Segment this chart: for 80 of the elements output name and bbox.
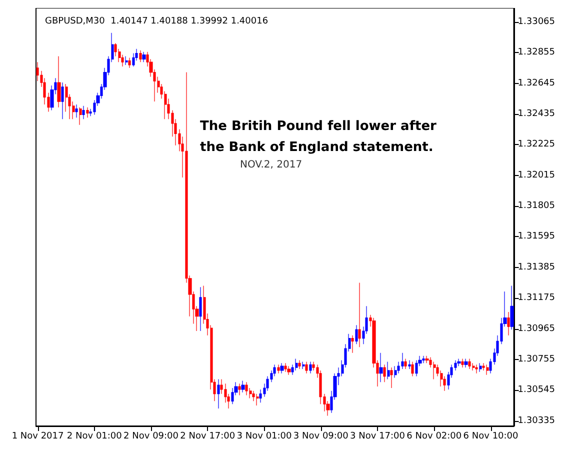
candlestick (394, 366, 397, 378)
candlestick (139, 50, 142, 62)
candlestick (298, 360, 301, 370)
candlestick (86, 107, 89, 118)
candlestick (238, 383, 241, 396)
candlestick (358, 282, 361, 348)
candlestick (199, 286, 202, 332)
candlestick (415, 360, 418, 377)
x-tick-label: 3 Nov 01:00 (236, 432, 292, 442)
candlestick (217, 378, 220, 409)
candlestick (408, 360, 411, 370)
candlestick (280, 362, 284, 374)
candlestick (305, 361, 308, 374)
y-tick-label: 1.31175 (518, 293, 555, 304)
candlestick (82, 106, 85, 120)
candlestick (379, 352, 383, 382)
candlestick (468, 358, 471, 370)
y-tick-label: 1.30965 (518, 324, 555, 334)
candlestick (411, 361, 414, 377)
candlestick (302, 361, 305, 370)
y-tick-label: 1.33065 (518, 16, 555, 27)
candlestick (241, 380, 245, 393)
candlestick (295, 358, 298, 371)
y-tick-label: 1.30545 (518, 385, 555, 396)
annotation: The Britih Pound fell lower after the Bank of England statement. (200, 119, 441, 155)
y-tick-label: 1.32015 (518, 170, 555, 180)
x-tick-label: 6 Nov 10:00 (463, 432, 519, 442)
x-tick-label: 2 Nov 17:00 (180, 432, 236, 442)
x-tick-label: 6 Nov 02:00 (406, 432, 462, 442)
candlestick (387, 361, 390, 380)
candlestick (284, 362, 287, 372)
y-tick-label: 1.32225 (518, 140, 555, 150)
candlestick (390, 367, 393, 388)
candlestick (128, 57, 131, 68)
x-tick-label: 1 Nov 2017 (12, 432, 64, 442)
candlestick (461, 358, 464, 368)
candlestick (486, 364, 489, 376)
candlestick (351, 335, 354, 354)
candlestick (479, 362, 482, 372)
x-tick-label: 2 Nov 09:00 (124, 432, 179, 442)
candlestick (309, 361, 312, 374)
y-tick-label: 1.30335 (518, 416, 555, 426)
y-tick-label: 1.32435 (518, 108, 555, 119)
candlestick (245, 382, 248, 396)
candlestick (464, 358, 468, 368)
x-tick-label: 3 Nov 09:00 (293, 432, 349, 442)
y-tick-label: 1.31595 (518, 232, 555, 242)
text: GBPUSD,M30 1.40147 1.40188 1.39992 1.40016 (45, 16, 268, 26)
candlestick (475, 364, 478, 374)
candlestick (256, 394, 259, 406)
candlestick (472, 362, 475, 371)
candlestick (457, 358, 461, 366)
y-tick-label: 1.31385 (518, 262, 555, 272)
candlestick (401, 352, 404, 370)
candlestick (433, 361, 436, 380)
candlestick (125, 56, 128, 66)
candlestick (422, 356, 425, 364)
candlestick (507, 312, 510, 336)
candlestick (482, 362, 485, 371)
candlestick (404, 358, 407, 370)
candlestick (61, 82, 64, 120)
y-tick-label: 1.32645 (518, 78, 555, 88)
candlestick (510, 285, 514, 330)
y-tick-label: 1.32855 (518, 48, 555, 58)
y-tick-label: 1.31805 (518, 201, 555, 212)
candlestick (252, 390, 255, 402)
candlestick (277, 364, 280, 374)
candlestick (132, 53, 135, 67)
x-tick-label: 2 Nov 01:00 (66, 432, 122, 442)
candlestick (142, 52, 146, 62)
annotation: NOV.2, 2017 (240, 160, 302, 170)
candlestick (383, 364, 386, 382)
candlestick (79, 107, 82, 126)
candlestick (287, 366, 291, 376)
candlestick (425, 356, 429, 364)
x-tick-label: 3 Nov 17:00 (350, 432, 406, 442)
candlestick (75, 104, 78, 118)
candlestick (57, 56, 61, 108)
candlestick (355, 324, 358, 344)
y-tick-label: 1.30755 (518, 354, 555, 364)
